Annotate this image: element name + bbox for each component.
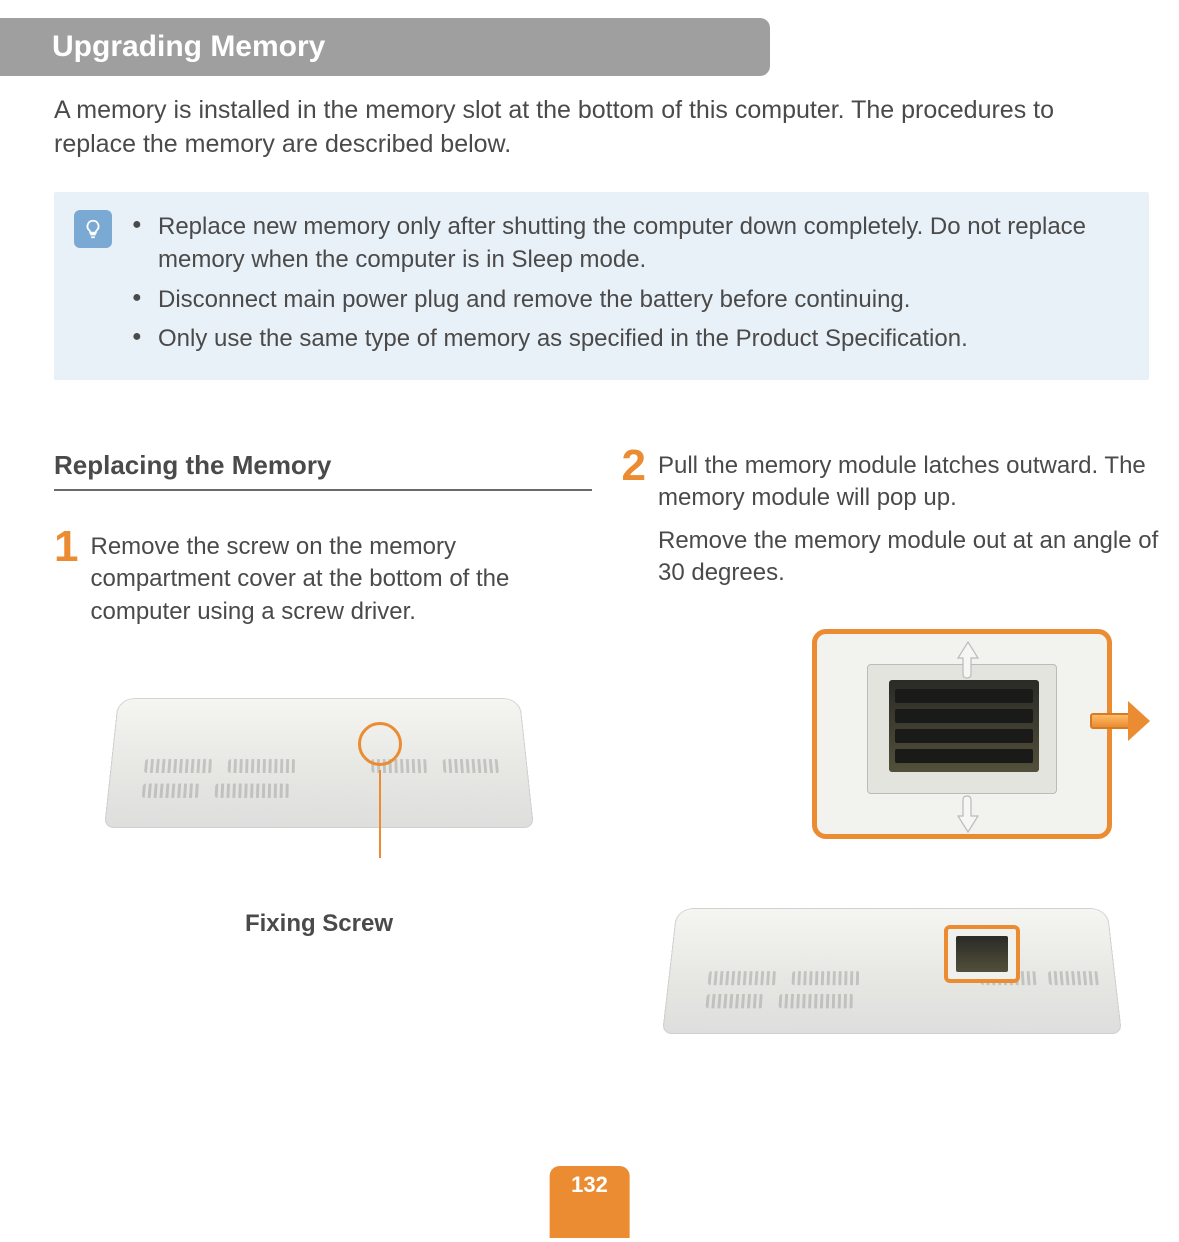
fixing-screw-label: Fixing Screw xyxy=(104,910,534,938)
step-2: 2 Pull the memory module latches outward… xyxy=(622,450,1160,600)
step-text: Remove the screw on the memory compartme… xyxy=(90,531,591,628)
figure-step1: Fixing Screw xyxy=(104,678,534,828)
arrow-down-icon xyxy=(955,794,981,834)
arrow-up-icon xyxy=(955,640,981,680)
laptop-bottom-illustration xyxy=(662,909,1122,1035)
intro-text: A memory is installed in the memory slot… xyxy=(54,94,1124,162)
info-item: Only use the same type of memory as spec… xyxy=(132,322,1129,356)
step-number: 1 xyxy=(54,525,78,569)
step-text: Pull the memory module latches outward. … xyxy=(658,450,1159,515)
laptop-bottom-illustration xyxy=(104,698,534,828)
step-number: 2 xyxy=(622,444,646,488)
figure-step2 xyxy=(642,629,1142,1049)
lightbulb-icon xyxy=(74,210,112,248)
detail-frame xyxy=(812,629,1112,839)
screw-callout-circle xyxy=(358,722,402,766)
section-title: Upgrading Memory xyxy=(0,18,770,76)
step-1: 1 Remove the screw on the memory compart… xyxy=(54,531,592,638)
subheading: Replacing the Memory xyxy=(54,450,592,491)
step-text: Remove the memory module out at an angle… xyxy=(658,525,1159,590)
callout-line xyxy=(379,770,381,858)
info-box: Replace new memory only after shutting t… xyxy=(54,192,1149,380)
info-item: Disconnect main power plug and remove th… xyxy=(132,283,1129,317)
memory-slot-callout xyxy=(944,925,1020,983)
info-item: Replace new memory only after shutting t… xyxy=(132,210,1129,277)
page-number-badge: 132 xyxy=(549,1166,630,1238)
arrow-out-icon xyxy=(1090,687,1160,757)
